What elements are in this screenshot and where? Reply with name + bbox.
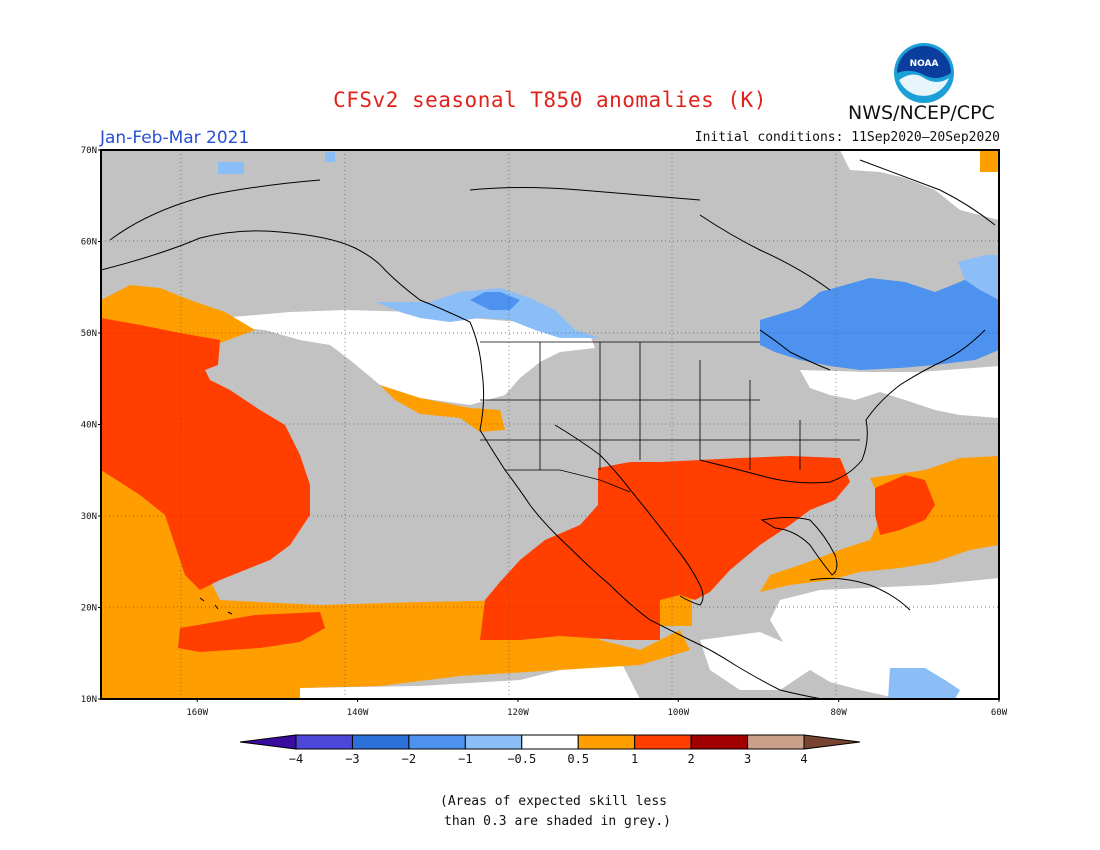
skill-note-line2: than 0.3 are shaded in grey.)	[444, 814, 671, 829]
colorbar-swatch	[634, 734, 692, 750]
orange-area-pacific-west	[101, 285, 255, 345]
white-area-northeast	[800, 366, 999, 418]
colorbar-labels: −4 −3 −2 −1 −0.5 0.5 1 2 3 4	[289, 752, 808, 766]
map-fields	[101, 150, 999, 699]
initial-conditions-label: Initial conditions: 11Sep2020–20Sep2020	[694, 130, 1000, 145]
longitude-labels: 160W 140W 120W 100W 80W 60W	[186, 699, 1008, 718]
lightblue-area-bc	[375, 288, 600, 338]
logo-text: NOAA	[910, 59, 939, 69]
lon-label: 140W	[347, 708, 369, 718]
white-area-central-america	[700, 632, 810, 690]
colorbar-label: 4	[800, 752, 807, 766]
colorbar-label: 2	[687, 752, 694, 766]
lightblue-patch-alaska	[218, 162, 244, 174]
colorbar: −4 −3 −2 −1 −0.5 0.5 1 2 3 4	[239, 734, 861, 766]
orange-patch-arctic	[980, 150, 999, 172]
blue-area-bc-core	[470, 292, 520, 310]
colorbar-label: 1	[631, 752, 638, 766]
lat-label: 60N	[81, 238, 97, 248]
colorbar-swatch	[351, 734, 410, 750]
season-label: Jan-Feb-Mar 2021	[100, 128, 250, 148]
colorbar-swatch	[690, 734, 749, 750]
white-area-caribbean	[770, 578, 999, 699]
noaa-logo: NOAA	[894, 43, 954, 103]
colorbar-label: 3	[744, 752, 751, 766]
colorbar-swatch	[295, 734, 353, 750]
colorbar-lower-extension	[239, 734, 297, 750]
colorbar-swatch	[521, 734, 579, 750]
lat-label: 40N	[81, 421, 97, 431]
blue-area-hudson-quebec	[760, 265, 999, 370]
white-area-pacific-south	[300, 660, 640, 699]
colorbar-upper-extension	[803, 734, 861, 750]
orange-area-wa-or	[380, 385, 505, 432]
lightblue-area-lesser-antilles	[888, 668, 960, 699]
colorbar-swatch	[577, 734, 636, 750]
colorbar-label: −1	[458, 752, 472, 766]
chart-title: CFSv2 seasonal T850 anomalies (K)	[333, 88, 767, 112]
red-area-atlantic	[875, 475, 935, 535]
lat-label: 30N	[81, 512, 97, 522]
lat-label: 20N	[81, 604, 97, 614]
colorbar-label: −3	[345, 752, 359, 766]
lon-label: 120W	[507, 708, 529, 718]
lon-label: 80W	[831, 708, 848, 718]
red-area-pacific	[101, 318, 310, 590]
red-area-hawaii-band	[178, 612, 325, 652]
skill-note-line1: (Areas of expected skill less	[440, 794, 667, 809]
colorbar-swatches	[239, 734, 861, 750]
lon-label: 60W	[991, 708, 1008, 718]
lat-label: 50N	[81, 329, 97, 339]
colorbar-swatch	[747, 734, 805, 750]
latitude-labels: 10N 20N 30N 40N 50N 60N 70N	[81, 146, 101, 705]
colorbar-label: −4	[289, 752, 303, 766]
graticule	[101, 150, 999, 699]
colorbar-label: 0.5	[567, 752, 589, 766]
borders	[480, 341, 860, 493]
red-area-southern-us-mexico	[480, 456, 850, 640]
lat-label: 70N	[81, 146, 97, 156]
agency-label: NWS/NCEP/CPC	[848, 102, 995, 124]
colorbar-swatch	[408, 734, 466, 750]
colorbar-label: −2	[402, 752, 416, 766]
colorbar-swatch	[464, 734, 523, 750]
lightblue-patch-arctic	[325, 152, 335, 162]
lon-label: 160W	[186, 708, 208, 718]
lon-label: 100W	[667, 708, 689, 718]
white-area-pacific-nw	[220, 310, 595, 405]
lightblue-area-hudson-edge	[958, 255, 999, 300]
lat-label: 10N	[81, 695, 97, 705]
colorbar-label: −0.5	[507, 752, 536, 766]
anomaly-map: 10N 20N 30N 40N 50N 60N 70N 160W 140W 120W 100W 80…	[81, 146, 1008, 718]
skill-note: (Areas of expected skill less than 0.3 a…	[440, 792, 740, 832]
